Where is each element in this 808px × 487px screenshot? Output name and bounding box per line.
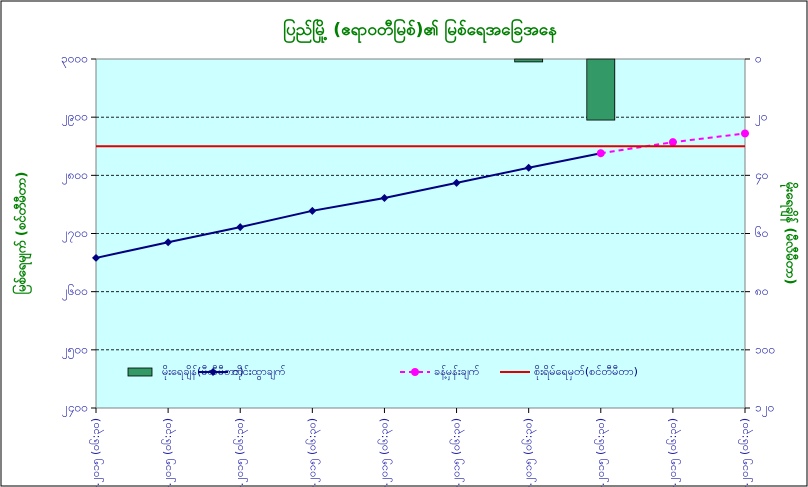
marker [741,129,749,138]
x-tick-label: ၁၂.၇.၂၀၁၅ (၀၆:၃၀) [738,418,753,487]
y2-axis-title: မိုးရေချိန် (မီလီမီတာ) [780,182,800,285]
marker [164,238,173,247]
x-tick-label: ၆.၇.၂၀၁၅ (၀၆:၃၀) [305,418,320,487]
legend-marker [411,368,419,376]
marker [668,138,677,147]
x-tick-label: ၃.၇.၂၀၁၅ (၀၆:၃၀) [89,418,104,487]
y-tick-label: ၂၉၀၀ [62,110,88,127]
y-tick-label: ၃၀၀၀ [61,52,88,69]
legend-label: တိုင်းထွာချက် [232,365,286,380]
x-tick-label: ၁၀.၇.၂၀၁၅ (၀၆:၃၀) [594,418,609,487]
legend-label: ခန့်မှန်းချက် [434,365,480,380]
marker [452,178,461,187]
rain-bar [586,58,616,121]
marker [380,194,389,203]
y2-tick-label: ၄၀ [755,168,769,185]
y-tick-label: ၂၇၀၀ [62,226,88,243]
x-tick-label: ၈.၇.၂၀၁၅ (၀၆:၃၀) [450,418,465,487]
y-axis-title: မြစ်ရေမျက် (စင်တီမီတာ) [12,172,33,295]
x-tick-label: ၇.၇.၂၀၁၅ (၀၆:၃၀) [377,418,392,487]
y-tick-label: ၂၅၀၀ [62,342,88,359]
legend-marker [209,368,217,376]
x-tick-label: ၁၁.၇.၂၀၁၅ (၀၆:၃၀) [666,418,681,487]
y2-tick-label: ၁၂၀ [755,401,774,418]
marker [308,206,317,215]
y-tick-label: ၂၈၀၀ [62,168,88,185]
y2-tick-label: ၁၀၀ [755,342,775,356]
marker [524,163,533,172]
rain-bar [514,58,544,63]
x-tick-label: ၄.၇.၂၀၁၅ (၀၆:၃၀) [161,418,176,487]
marker [92,253,100,262]
y2-tick-label: ၆၀ [755,225,769,240]
legend-swatch [127,367,153,377]
legend-label: စိုးရိမ်ရေမှတ်(စင်တီမီတာ) [534,365,638,380]
chart-title: ပြည်မြို့ (ဧရာဝတီမြစ်)၏ မြစ်ရေအခြေအနေ [283,17,557,44]
x-tick-label: ၅.၇.၂၀၁၅ (၀၆:၃၀) [233,418,248,487]
y2-tick-label: ၂၀ [755,110,768,127]
x-tick-label: ၉.၇.၂၀၁၅ (၀၆:၃၀) [522,418,537,487]
marker [236,223,245,232]
line [95,152,601,259]
y2-tick-label: ၀ [755,52,762,66]
y-tick-label: ၂၄၀၀ [62,401,88,418]
y2-tick-label: ၈၀ [755,284,769,298]
marker [596,149,605,158]
y-tick-label: ၂၆၀၀ [62,283,88,301]
